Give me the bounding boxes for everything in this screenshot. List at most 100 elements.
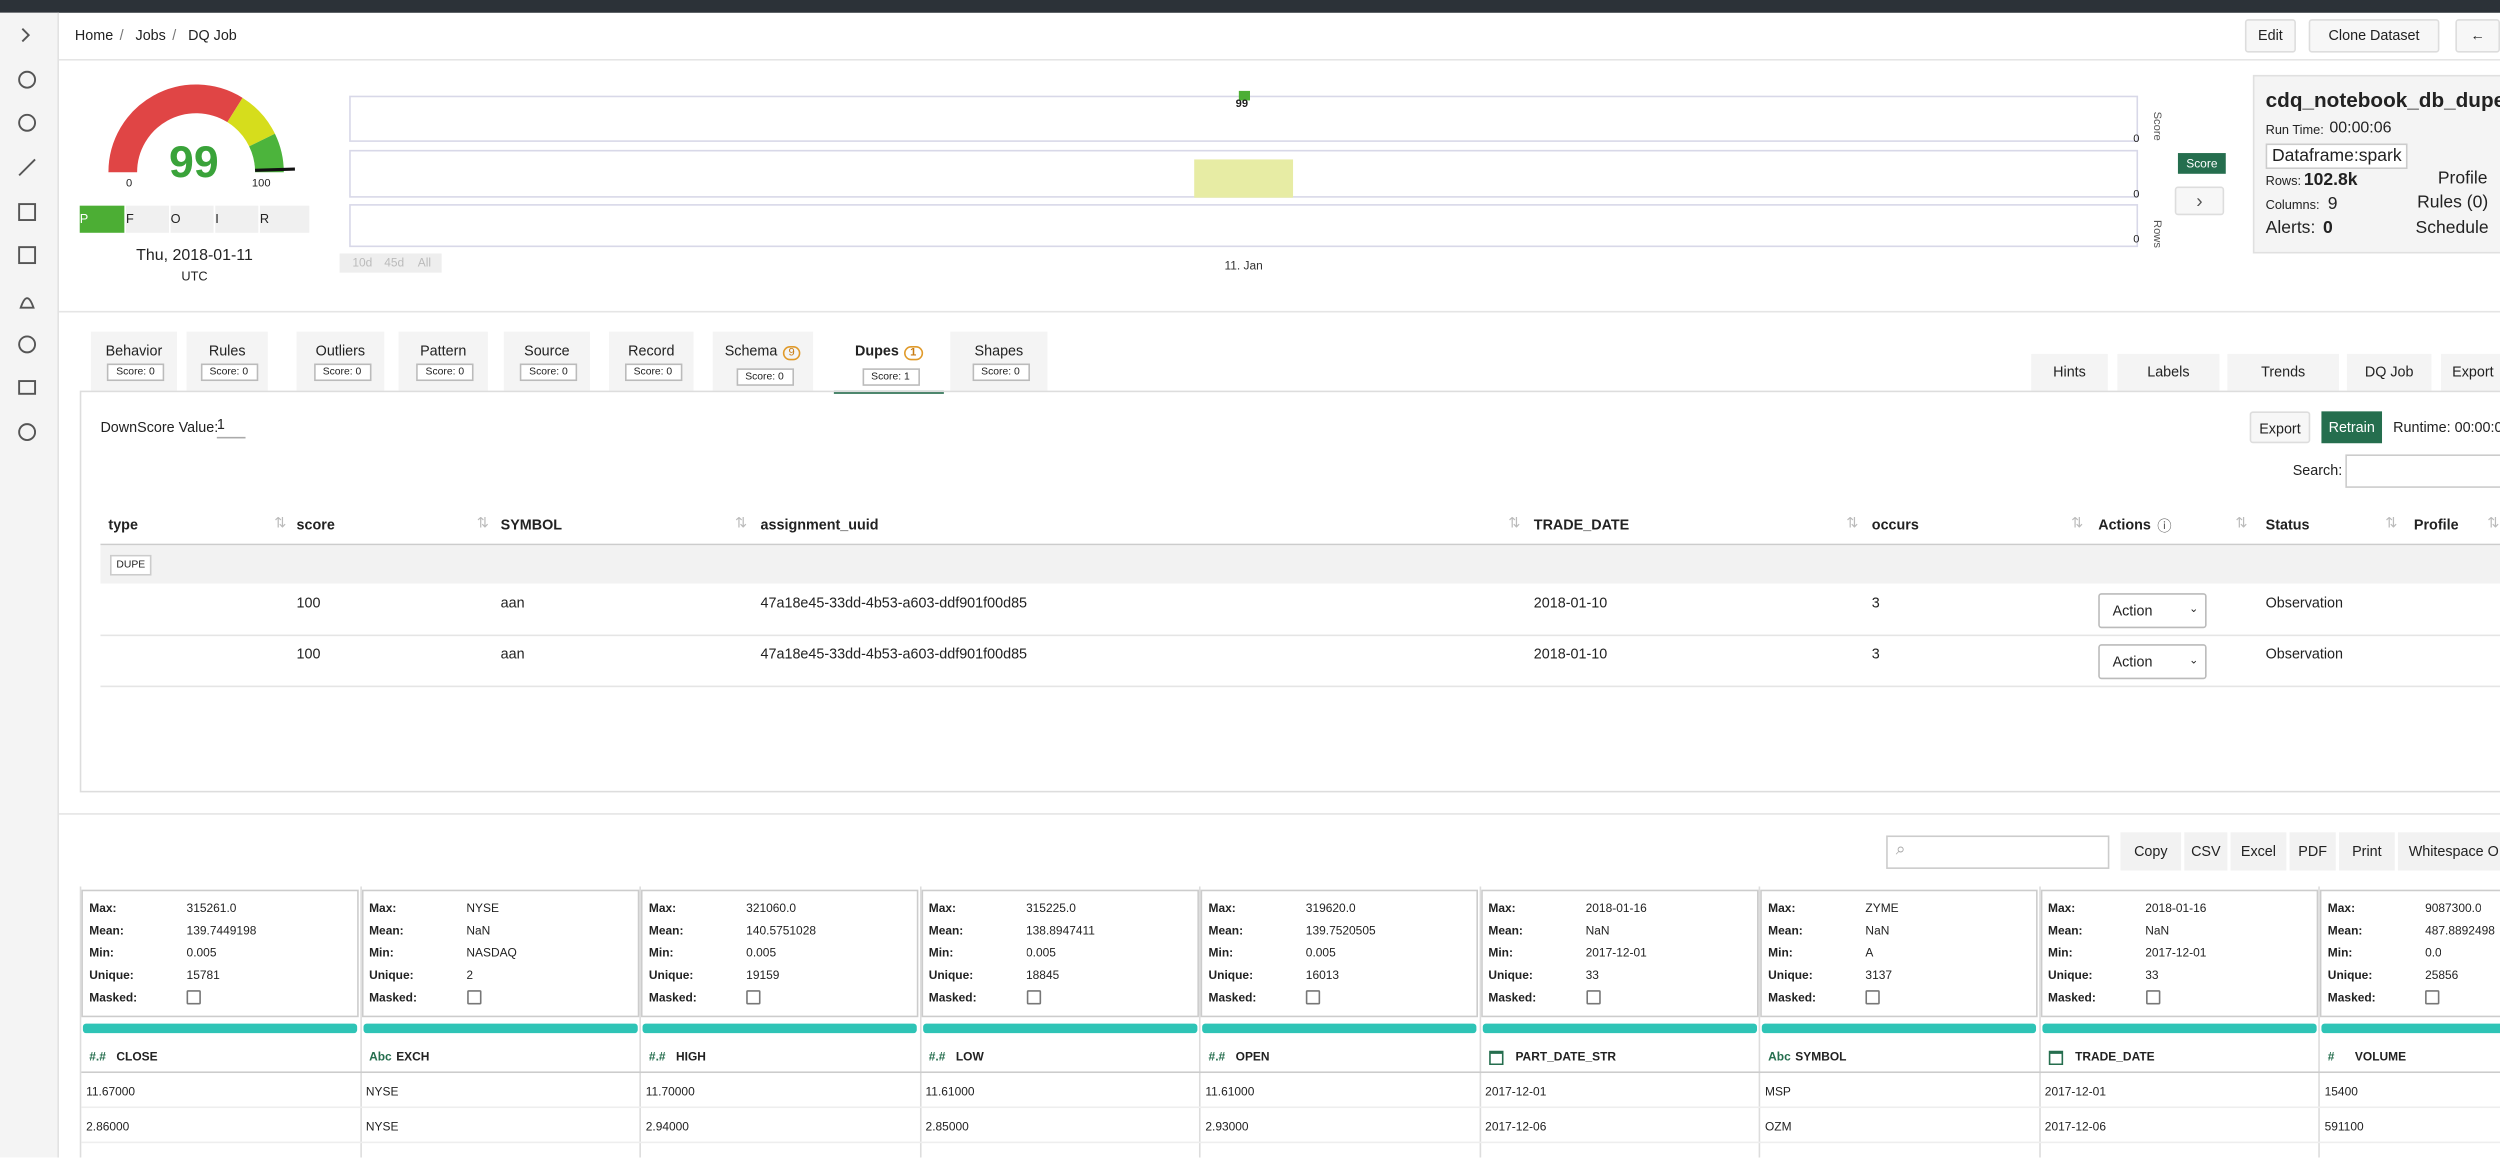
export-option[interactable]: Copy [2120,832,2182,871]
range-option[interactable]: 45d [384,255,405,270]
masked-checkbox[interactable] [1305,990,1321,1005]
type-icon: #.# [89,1049,106,1064]
tab[interactable]: Record Score: 0 [609,331,694,391]
status-filter[interactable]: F [125,205,170,233]
export-option[interactable]: PDF [2289,832,2336,871]
profile-search[interactable] [1886,835,2110,869]
export-button[interactable]: Export [2249,411,2311,444]
column-header[interactable]: SYMBOL [500,516,563,533]
next-button[interactable]: › [2174,186,2225,216]
action-select[interactable]: Action ⌄ [2098,644,2207,680]
nav-icon[interactable] [18,246,37,265]
stat-label: Max: [1768,900,1796,916]
masked-checkbox[interactable] [2425,990,2440,1005]
profile-link[interactable]: Profile [2437,169,2488,189]
nav-icon[interactable] [18,158,36,177]
column-header[interactable]: type [108,516,138,533]
breadcrumb-item[interactable]: DQ Job [188,27,237,44]
legend-item[interactable]: Score [2177,153,2226,174]
column-header[interactable]: occurs [1871,516,1919,533]
right-tab[interactable]: Hints [2031,353,2108,391]
schedule-link[interactable]: Schedule [2415,218,2489,238]
row-rule [100,634,2500,637]
stat-value: 139.7520505 [1305,923,1376,938]
right-tab[interactable]: Labels [2117,353,2220,391]
column-header[interactable]: assignment_uuid [760,516,879,533]
downscore-input[interactable]: 1 [216,416,246,439]
breadcrumb-item[interactable]: Home [74,27,114,44]
stat-label: Max: [1208,900,1236,916]
masked-checkbox[interactable] [1025,990,1041,1005]
nav-icon[interactable] [18,70,37,89]
stat-box [1480,889,1758,1018]
range-option[interactable]: 10d [352,255,373,270]
right-tab[interactable]: Trends [2227,353,2339,391]
tab[interactable]: Pattern Score: 0 [398,331,488,391]
nav-icon[interactable] [18,203,37,221]
status-filter[interactable]: P [79,205,125,233]
column-header[interactable]: Actions [2098,516,2151,533]
status-filter[interactable]: O [170,205,214,233]
export-option[interactable]: Print [2338,832,2395,871]
header-rule [100,543,2500,546]
masked-checkbox[interactable] [1865,990,1880,1005]
action-select[interactable]: Action ⌄ [2098,593,2207,629]
cell: 15400 [2324,1084,2358,1099]
stat-value: 2017-12-01 [1585,945,1647,960]
export-option[interactable]: Excel [2230,832,2287,871]
masked-checkbox[interactable] [186,990,201,1005]
column-header[interactable]: score [296,516,335,533]
tab-name: Source [524,342,570,359]
header-button[interactable]: Clone Dataset [2308,19,2440,53]
masked-checkbox[interactable] [746,990,761,1005]
header-button[interactable]: Edit [2244,19,2296,53]
status-filter[interactable]: R [259,205,310,233]
search-input[interactable] [2345,454,2500,488]
cell: 3 [1871,645,1880,662]
range-option[interactable]: All [417,255,432,270]
stat-value: NaN [466,923,491,938]
tab[interactable]: Source Score: 0 [503,331,590,391]
stat-label: Masked: [2327,990,2376,1005]
cell: 11.61000 [925,1084,975,1099]
breadcrumb-item[interactable]: Jobs [135,27,166,44]
right-tab[interactable]: DQ Job [2346,353,2432,391]
nav-icon[interactable] [18,423,37,442]
column-name: OPEN [1235,1049,1270,1064]
export-option[interactable]: CSV [2184,832,2228,871]
tab[interactable]: Behavior Score: 0 [90,331,177,391]
tab[interactable]: Dupes 1 Score: 1 [833,331,944,394]
tab[interactable]: Rules Score: 0 [186,331,268,391]
nav-icon[interactable] [19,297,35,309]
retrain-button[interactable]: Retrain [2321,411,2383,444]
masked-checkbox[interactable] [466,990,481,1005]
column-name: PART_DATE_STR [1515,1049,1617,1064]
expand-icon[interactable] [21,28,31,43]
masked-checkbox[interactable] [1585,990,1600,1005]
tab[interactable]: Schema 9 Score: 0 [712,331,814,391]
export-option[interactable]: Whitespace O [2397,832,2500,871]
column-header[interactable]: TRADE_DATE [1533,516,1630,533]
tab[interactable]: Outliers Score: 0 [296,331,385,391]
stat-label: Min: [648,945,674,960]
stat-label: Max: [369,900,397,916]
tab-name: Pattern [420,342,467,359]
masked-checkbox[interactable] [2145,990,2160,1005]
back-button[interactable]: ← [2455,19,2500,53]
rules-link[interactable]: Rules (0) [2417,192,2489,213]
nav-icon[interactable] [18,335,37,354]
nav-icon[interactable] [18,380,37,395]
status-filter[interactable]: I [215,205,259,233]
column-header[interactable]: Status [2265,516,2310,533]
nav-icon[interactable] [18,113,37,132]
column-header[interactable]: Profile [2413,516,2459,533]
cell: 2.85000 [925,1119,969,1134]
stat-label: Min: [2047,945,2073,960]
tab[interactable]: Shapes Score: 0 [950,331,1048,391]
gauge-max: 100 [251,178,271,190]
gauge-band [108,84,243,173]
stat-value: 315225.0 [1025,900,1076,916]
right-tab[interactable]: Export [2441,353,2500,391]
